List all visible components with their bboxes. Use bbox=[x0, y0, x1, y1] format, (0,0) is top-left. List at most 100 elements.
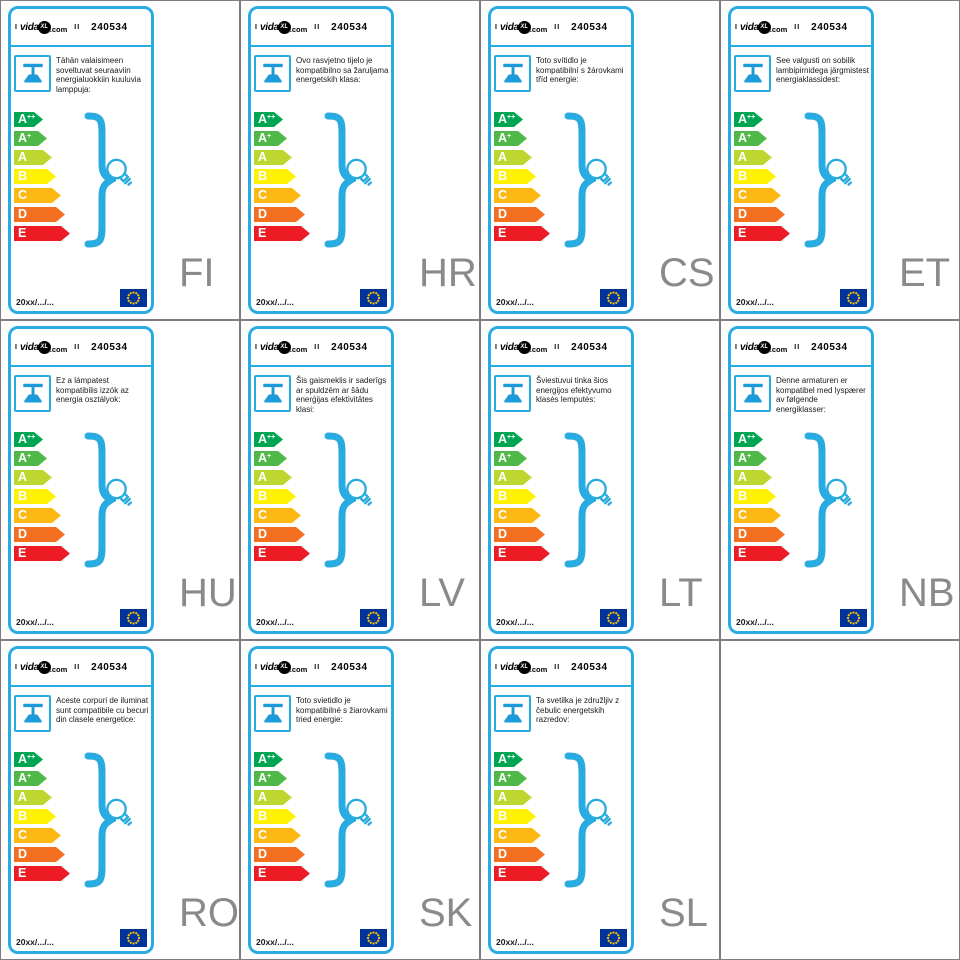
logo-vida-text: vida bbox=[499, 341, 519, 353]
energy-class-sup: ++ bbox=[267, 433, 276, 441]
reg-mark-left: I bbox=[495, 343, 497, 351]
energy-arrow: B bbox=[494, 489, 536, 504]
energy-arrow: B bbox=[14, 489, 56, 504]
energy-arrow: A bbox=[254, 470, 292, 485]
curly-brace bbox=[84, 432, 116, 568]
energy-arrow: C bbox=[734, 188, 781, 203]
article-number: 240534 bbox=[331, 341, 368, 353]
energy-class-sup: + bbox=[267, 132, 272, 140]
reg-mark-right: II bbox=[314, 23, 321, 31]
logo-xl-badge: XL bbox=[517, 340, 531, 354]
energy-arrow: D bbox=[254, 847, 305, 862]
pendant-lamp-icon bbox=[254, 375, 291, 412]
logo-xl-badge: XL bbox=[757, 340, 771, 354]
energy-class-sup: ++ bbox=[267, 753, 276, 761]
energy-arrow: E bbox=[254, 546, 310, 561]
reg-mark-right: II bbox=[794, 343, 801, 351]
energy-class-letter: A bbox=[18, 470, 28, 484]
reg-mark-right: II bbox=[554, 23, 561, 31]
light-bulb-icon bbox=[577, 790, 625, 838]
energy-class-letter: C bbox=[498, 828, 508, 842]
energy-class-letter: A bbox=[498, 470, 508, 484]
description-row: Denne armaturen er kompatibel med lyspær… bbox=[734, 375, 869, 414]
label-cell: I vida XL .com II 240534 bbox=[241, 641, 479, 959]
label-cell: I vida XL .com II 240534 bbox=[1, 1, 239, 319]
energy-class-letter: A bbox=[258, 131, 268, 145]
label-cell: I vida XL .com II 240534 bbox=[1, 321, 239, 639]
description-text: Denne armaturen er kompatibel med lyspær… bbox=[776, 376, 866, 414]
energy-class-sup: + bbox=[507, 132, 512, 140]
energy-class-letter: B bbox=[498, 809, 508, 823]
energy-scale: A ++ A + A B C D E bbox=[254, 752, 310, 885]
energy-class-sup: ++ bbox=[267, 113, 276, 121]
energy-label-card: I vida XL .com II 240534 bbox=[728, 326, 874, 634]
energy-class-letter: E bbox=[498, 226, 507, 240]
energy-arrow: A ++ bbox=[14, 432, 43, 447]
label-header: I vida XL .com II 240534 bbox=[251, 649, 391, 687]
label-cell: I vida XL .com II 240534 bbox=[241, 321, 479, 639]
energy-class-letter: D bbox=[498, 527, 508, 541]
vidaxl-logo: vida XL .com bbox=[740, 20, 787, 34]
energy-arrow: D bbox=[14, 207, 65, 222]
energy-arrow: A bbox=[494, 790, 532, 805]
description-text: Ta svetilka je združljiv z čebulic energ… bbox=[536, 696, 620, 725]
year-placeholder: 20xx/.../... bbox=[16, 617, 54, 627]
light-bulb-icon bbox=[97, 470, 145, 518]
energy-label-card: I vida XL .com II 240534 bbox=[8, 646, 154, 954]
reg-mark-right: II bbox=[74, 23, 81, 31]
energy-class-letter: A bbox=[498, 432, 508, 446]
eu-flag-icon bbox=[600, 289, 627, 307]
energy-class-letter: A bbox=[258, 432, 268, 446]
label-footer: 20xx/.../... bbox=[256, 609, 387, 627]
energy-class-letter: A bbox=[258, 771, 268, 785]
energy-label-card: I vida XL .com II 240534 bbox=[8, 326, 154, 634]
energy-class-letter: B bbox=[18, 169, 28, 183]
light-bulb-icon bbox=[337, 150, 385, 198]
energy-arrow: C bbox=[254, 188, 301, 203]
energy-class-letter: A bbox=[498, 790, 508, 804]
energy-arrow: D bbox=[254, 207, 305, 222]
energy-arrow: B bbox=[254, 489, 296, 504]
energy-class-letter: A bbox=[498, 771, 508, 785]
energy-class-sup: ++ bbox=[27, 753, 36, 761]
energy-arrow: C bbox=[494, 188, 541, 203]
energy-class-sup: + bbox=[27, 132, 32, 140]
language-code: ET bbox=[899, 251, 951, 295]
energy-arrow: A bbox=[494, 470, 532, 485]
description-text: Šis gaismeklis ir saderīgs ar spuldzēm a… bbox=[296, 376, 387, 414]
energy-class-letter: B bbox=[258, 489, 268, 503]
description-row: Tähän valaisimeen soveltuvat seuraaviin … bbox=[14, 55, 149, 94]
energy-class-letter: C bbox=[258, 828, 268, 842]
article-number: 240534 bbox=[571, 341, 608, 353]
description-text: Tähän valaisimeen soveltuvat seuraaviin … bbox=[56, 56, 141, 94]
energy-arrow: A + bbox=[254, 131, 287, 146]
article-number: 240534 bbox=[91, 341, 128, 353]
energy-class-letter: D bbox=[18, 847, 28, 861]
logo-xl-badge: XL bbox=[277, 340, 291, 354]
energy-arrow: A bbox=[734, 150, 772, 165]
empty-cell bbox=[721, 641, 959, 959]
energy-arrow: B bbox=[734, 489, 776, 504]
energy-arrow: A ++ bbox=[254, 112, 283, 127]
energy-class-letter: C bbox=[498, 188, 508, 202]
energy-label-card: I vida XL .com II 240534 bbox=[8, 6, 154, 314]
language-code: HR bbox=[419, 251, 477, 295]
label-header: I vida XL .com II 240534 bbox=[251, 329, 391, 367]
light-bulb-icon bbox=[577, 150, 625, 198]
energy-class-letter: E bbox=[258, 866, 267, 880]
language-code: LV bbox=[419, 571, 465, 615]
pendant-lamp-icon bbox=[494, 695, 531, 732]
energy-class-letter: A bbox=[18, 112, 28, 126]
energy-class-letter: A bbox=[738, 131, 748, 145]
energy-arrow: B bbox=[734, 169, 776, 184]
pendant-lamp-icon bbox=[14, 695, 51, 732]
energy-class-letter: D bbox=[258, 847, 268, 861]
eu-flag-icon bbox=[360, 929, 387, 947]
language-code: SL bbox=[659, 891, 708, 935]
energy-class-letter: A bbox=[498, 131, 508, 145]
energy-arrow: A + bbox=[14, 131, 47, 146]
energy-class-letter: A bbox=[258, 752, 268, 766]
label-footer: 20xx/.../... bbox=[496, 609, 627, 627]
energy-arrow: A ++ bbox=[494, 432, 523, 447]
year-placeholder: 20xx/.../... bbox=[496, 937, 534, 947]
